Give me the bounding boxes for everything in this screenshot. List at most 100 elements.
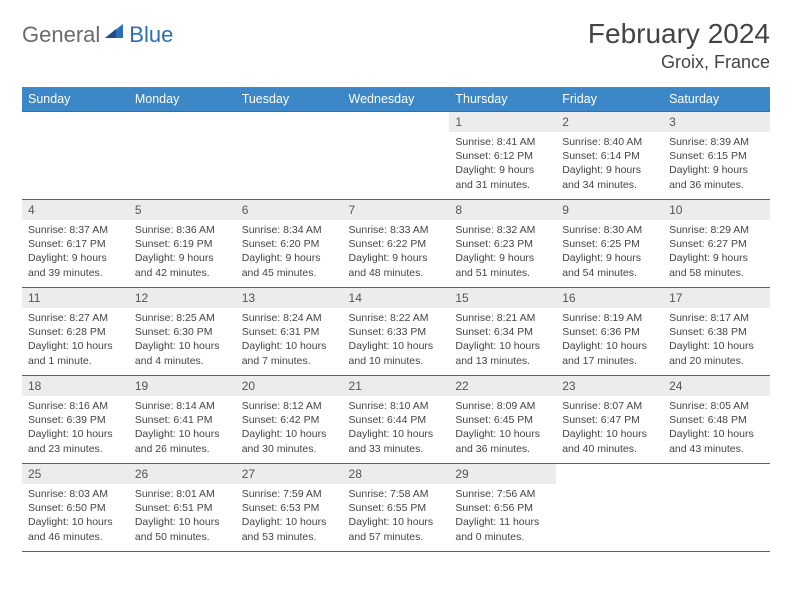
daylight-text: Daylight: 9 hours and 51 minutes.: [455, 251, 550, 279]
sunrise-text: Sunrise: 8:21 AM: [455, 311, 550, 325]
calendar-cell: 29 Sunrise: 7:56 AMSunset: 6:56 PMDayligh…: [449, 464, 556, 552]
sunset-text: Sunset: 6:33 PM: [349, 325, 444, 339]
daylight-text: Daylight: 10 hours and 1 minute.: [28, 339, 123, 367]
calendar-cell: 16Sunrise: 8:19 AMSunset: 6:36 PMDayligh…: [556, 288, 663, 376]
day-number: 14: [343, 288, 450, 308]
daylight-text: Daylight: 11 hours and 0 minutes.: [455, 515, 550, 543]
sunrise-text: Sunrise: 7:56 AM: [455, 487, 550, 501]
sunrise-text: Sunrise: 8:36 AM: [135, 223, 230, 237]
sunrise-text: Sunrise: 8:01 AM: [135, 487, 230, 501]
day-details: Sunrise: 8:03 AMSunset: 6:50 PMDaylight:…: [22, 484, 129, 548]
day-number: 24: [663, 376, 770, 396]
sunrise-text: Sunrise: 8:17 AM: [669, 311, 764, 325]
sunset-text: Sunset: 6:12 PM: [455, 149, 550, 163]
day-number: 11: [22, 288, 129, 308]
day-number: 15: [449, 288, 556, 308]
sunset-text: Sunset: 6:19 PM: [135, 237, 230, 251]
day-number: 7: [343, 200, 450, 220]
day-details: Sunrise: 8:10 AMSunset: 6:44 PMDaylight:…: [343, 396, 450, 460]
brand-part2: Blue: [129, 22, 173, 48]
sunset-text: Sunset: 6:56 PM: [455, 501, 550, 515]
sunset-text: Sunset: 6:36 PM: [562, 325, 657, 339]
day-details: Sunrise: 7:59 AMSunset: 6:53 PMDaylight:…: [236, 484, 343, 548]
calendar-cell: 8Sunrise: 8:32 AMSunset: 6:23 PMDaylight…: [449, 200, 556, 288]
sunset-text: Sunset: 6:25 PM: [562, 237, 657, 251]
day-number: 29: [449, 464, 556, 484]
day-number: 26: [129, 464, 236, 484]
sunrise-text: Sunrise: 8:34 AM: [242, 223, 337, 237]
daylight-text: Daylight: 9 hours and 31 minutes.: [455, 163, 550, 191]
sunrise-text: Sunrise: 8:24 AM: [242, 311, 337, 325]
day-number: 27: [236, 464, 343, 484]
calendar-cell: 23Sunrise: 8:07 AMSunset: 6:47 PMDayligh…: [556, 376, 663, 464]
sunset-text: Sunset: 6:23 PM: [455, 237, 550, 251]
day-details: Sunrise: 8:22 AMSunset: 6:33 PMDaylight:…: [343, 308, 450, 372]
day-details: Sunrise: 8:01 AMSunset: 6:51 PMDaylight:…: [129, 484, 236, 548]
sunset-text: Sunset: 6:41 PM: [135, 413, 230, 427]
sunrise-text: Sunrise: 8:40 AM: [562, 135, 657, 149]
sunset-text: Sunset: 6:48 PM: [669, 413, 764, 427]
day-details: Sunrise: 8:09 AMSunset: 6:45 PMDaylight:…: [449, 396, 556, 460]
sunset-text: Sunset: 6:38 PM: [669, 325, 764, 339]
day-number: 6: [236, 200, 343, 220]
calendar-cell: [129, 112, 236, 200]
day-details: Sunrise: 8:37 AMSunset: 6:17 PMDaylight:…: [22, 220, 129, 284]
day-number: 13: [236, 288, 343, 308]
calendar-cell: 13 Sunrise: 8:24 AMSunset: 6:31 PMDayligh…: [236, 288, 343, 376]
weekday-header: Saturday: [663, 87, 770, 112]
sunrise-text: Sunrise: 8:25 AM: [135, 311, 230, 325]
daylight-text: Daylight: 10 hours and 17 minutes.: [562, 339, 657, 367]
weekday-header: Friday: [556, 87, 663, 112]
sunrise-text: Sunrise: 8:16 AM: [28, 399, 123, 413]
day-details: Sunrise: 8:27 AMSunset: 6:28 PMDaylight:…: [22, 308, 129, 372]
sunset-text: Sunset: 6:20 PM: [242, 237, 337, 251]
sunset-text: Sunset: 6:44 PM: [349, 413, 444, 427]
calendar-cell: 7Sunrise: 8:33 AMSunset: 6:22 PMDaylight…: [343, 200, 450, 288]
sunset-text: Sunset: 6:31 PM: [242, 325, 337, 339]
sunset-text: Sunset: 6:47 PM: [562, 413, 657, 427]
sunset-text: Sunset: 6:27 PM: [669, 237, 764, 251]
sunrise-text: Sunrise: 8:29 AM: [669, 223, 764, 237]
page-header: General Blue February 2024 Groix, France: [22, 18, 770, 73]
day-details: Sunrise: 8:32 AMSunset: 6:23 PMDaylight:…: [449, 220, 556, 284]
brand-part1: General: [22, 22, 100, 48]
day-number: 25: [22, 464, 129, 484]
daylight-text: Daylight: 9 hours and 54 minutes.: [562, 251, 657, 279]
daylight-text: Daylight: 9 hours and 34 minutes.: [562, 163, 657, 191]
sunset-text: Sunset: 6:15 PM: [669, 149, 764, 163]
calendar-cell: 24Sunrise: 8:05 AMSunset: 6:48 PMDayligh…: [663, 376, 770, 464]
daylight-text: Daylight: 9 hours and 45 minutes.: [242, 251, 337, 279]
day-number: 1: [449, 112, 556, 132]
weekday-header: Sunday: [22, 87, 129, 112]
calendar-cell: 4Sunrise: 8:37 AMSunset: 6:17 PMDaylight…: [22, 200, 129, 288]
daylight-text: Daylight: 10 hours and 57 minutes.: [349, 515, 444, 543]
day-details: Sunrise: 8:17 AMSunset: 6:38 PMDaylight:…: [663, 308, 770, 372]
calendar-cell: 6 Sunrise: 8:34 AMSunset: 6:20 PMDaylight…: [236, 200, 343, 288]
day-details: Sunrise: 8:21 AMSunset: 6:34 PMDaylight:…: [449, 308, 556, 372]
weekday-header: Monday: [129, 87, 236, 112]
sunrise-text: Sunrise: 8:41 AM: [455, 135, 550, 149]
sunset-text: Sunset: 6:42 PM: [242, 413, 337, 427]
title-block: February 2024 Groix, France: [588, 18, 770, 73]
sunset-text: Sunset: 6:55 PM: [349, 501, 444, 515]
sunrise-text: Sunrise: 8:05 AM: [669, 399, 764, 413]
calendar-cell: [236, 112, 343, 200]
sunrise-text: Sunrise: 8:07 AM: [562, 399, 657, 413]
day-details: Sunrise: 8:39 AMSunset: 6:15 PMDaylight:…: [663, 132, 770, 196]
logo-flag-icon: [105, 24, 127, 47]
brand-logo: General Blue: [22, 18, 173, 48]
day-number: 19: [129, 376, 236, 396]
sunrise-text: Sunrise: 7:59 AM: [242, 487, 337, 501]
day-number: 28: [343, 464, 450, 484]
day-number: 9: [556, 200, 663, 220]
sunset-text: Sunset: 6:34 PM: [455, 325, 550, 339]
daylight-text: Daylight: 10 hours and 4 minutes.: [135, 339, 230, 367]
day-number: 10: [663, 200, 770, 220]
sunset-text: Sunset: 6:53 PM: [242, 501, 337, 515]
sunset-text: Sunset: 6:39 PM: [28, 413, 123, 427]
daylight-text: Daylight: 10 hours and 10 minutes.: [349, 339, 444, 367]
daylight-text: Daylight: 10 hours and 7 minutes.: [242, 339, 337, 367]
daylight-text: Daylight: 9 hours and 36 minutes.: [669, 163, 764, 191]
day-number: 3: [663, 112, 770, 132]
calendar-week-row: 18Sunrise: 8:16 AMSunset: 6:39 PMDayligh…: [22, 376, 770, 464]
